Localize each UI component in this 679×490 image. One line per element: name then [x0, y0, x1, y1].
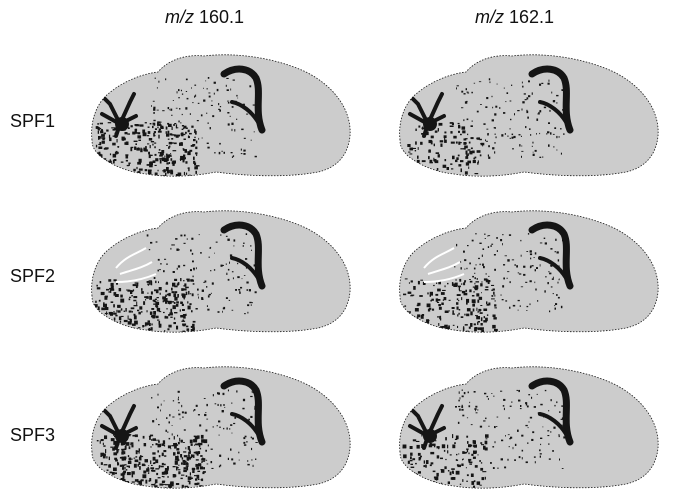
brain-section-spf3-mz162 — [394, 364, 664, 490]
tissue-outline — [399, 366, 659, 489]
column-header-1-prefix: m/z — [165, 7, 194, 27]
column-header-1: m/z 160.1 — [165, 6, 244, 28]
brain-section-spf3-mz160 — [86, 364, 356, 490]
row-label-3: SPF3 — [10, 425, 56, 445]
column-header-1-value: 160.1 — [199, 7, 245, 27]
column-header-2: m/z 162.1 — [475, 6, 554, 28]
column-header-2-prefix: m/z — [475, 7, 504, 27]
brain-section-spf1-mz162 — [394, 52, 664, 178]
brain-section-spf1-mz160 — [86, 52, 356, 178]
row-label-2: SPF2 — [10, 266, 56, 286]
column-header-2-value: 162.1 — [509, 7, 555, 27]
brain-section-spf2-mz162 — [394, 208, 664, 334]
row-label-1: SPF1 — [10, 111, 56, 131]
brain-section-spf2-mz160 — [86, 208, 356, 334]
